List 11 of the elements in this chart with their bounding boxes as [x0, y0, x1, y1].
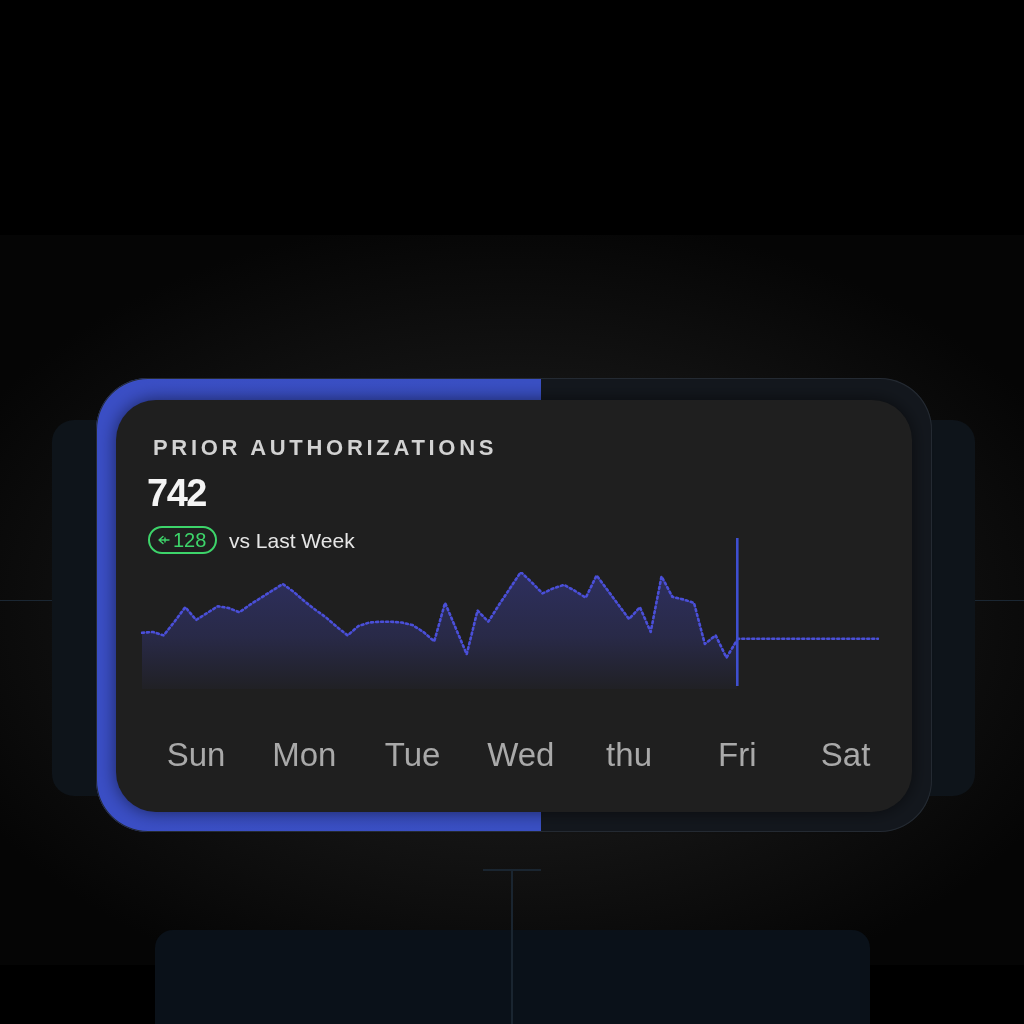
x-tick-label: Sun: [166, 735, 226, 773]
chart-subtitle: 742: [147, 471, 206, 515]
x-tick-label: thu: [606, 735, 652, 773]
x-tick-label: Wed: [487, 735, 555, 773]
chart-title: PRIOR AUTHORIZATIONS: [153, 435, 498, 460]
x-tick-label: Fri: [718, 735, 757, 773]
x-tick-label: Tue: [384, 735, 441, 773]
x-tick-label: Mon: [272, 735, 337, 773]
text: vs Last Week: [229, 529, 355, 553]
pill-badge: 128: [148, 526, 217, 554]
x-tick-label: Sat: [820, 735, 871, 773]
